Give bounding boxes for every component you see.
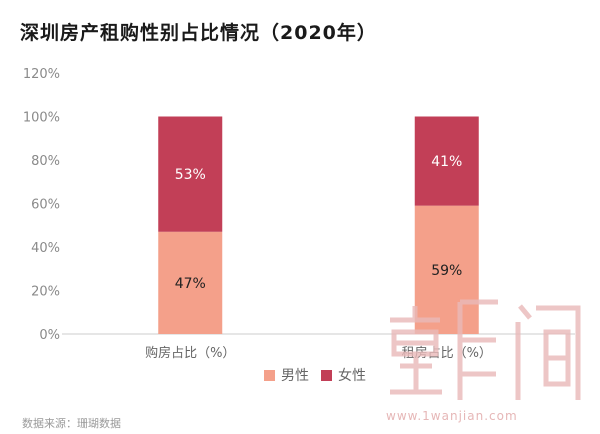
y-tick-label: 100% <box>23 111 60 126</box>
legend-swatch-female <box>321 369 332 381</box>
category-labels: 购房占比（%） 租房占比（%） <box>145 345 492 361</box>
bar-value-label: 41% <box>431 154 462 170</box>
source-note: 数据来源：珊瑚数据 <box>22 417 121 430</box>
bar-value-label: 53% <box>175 167 206 183</box>
bar-value-label: 59% <box>431 263 462 279</box>
legend-item-female: 女性 <box>321 365 366 385</box>
bar-segment <box>414 205 479 334</box>
legend-label-male: 男性 <box>281 368 309 384</box>
bar-segment <box>158 231 223 334</box>
bar-segment <box>158 116 223 232</box>
legend-swatch-male <box>264 369 275 381</box>
y-tick-label: 60% <box>31 198 60 213</box>
watermark-logo <box>380 292 585 414</box>
legend: 男性 女性 <box>264 365 366 385</box>
watermark-url: www.1wanjian.com <box>386 409 518 423</box>
bar-value-label: 47% <box>175 276 206 292</box>
y-tick-label: 120% <box>23 67 60 82</box>
y-axis-ticks: 0% 20% 40% 60% 80% 100% 120% <box>23 67 60 343</box>
y-tick-label: 80% <box>31 154 60 169</box>
bars: 47% 53% 59% 41% <box>158 116 479 334</box>
legend-label-female: 女性 <box>338 368 366 384</box>
x-category-label: 租房占比（%） <box>402 345 492 361</box>
bar-segment <box>414 116 479 206</box>
y-tick-label: 0% <box>39 328 60 343</box>
chart-title: 深圳房产租购性别占比情况（2020年） <box>20 22 377 44</box>
y-tick-label: 20% <box>31 285 60 300</box>
legend-item-male: 男性 <box>264 365 309 385</box>
y-tick-label: 40% <box>31 241 60 256</box>
x-category-label: 购房占比（%） <box>145 345 235 361</box>
